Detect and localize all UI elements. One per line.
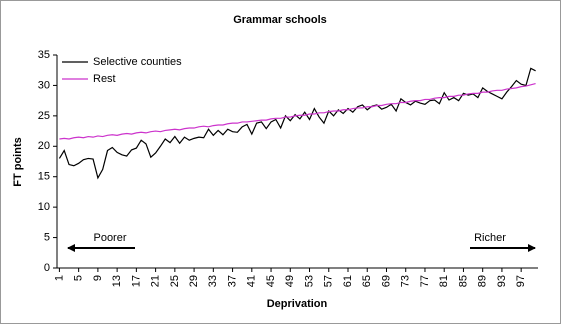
y-axis-label: FT points — [12, 137, 24, 187]
y-tick-label: 20 — [38, 140, 50, 152]
y-tick-label: 10 — [38, 201, 50, 213]
x-tick-label: 53 — [303, 275, 315, 287]
x-tick-label: 5 — [73, 275, 85, 281]
legend-label: Rest — [93, 73, 116, 85]
y-tick-label: 15 — [38, 171, 50, 183]
x-tick-label: 65 — [361, 275, 373, 287]
annotation: Poorer — [93, 232, 126, 244]
x-tick-label: 29 — [188, 275, 200, 287]
x-tick-label: 49 — [284, 275, 296, 287]
series-line — [59, 83, 536, 140]
x-tick-label: 61 — [342, 275, 354, 287]
x-tick-label: 89 — [477, 275, 489, 287]
x-tick-label: 45 — [265, 275, 277, 287]
x-tick-label: 77 — [419, 275, 431, 287]
annotation: Richer — [474, 232, 506, 244]
x-tick-label: 97 — [515, 275, 527, 287]
y-tick-label: 0 — [44, 262, 50, 274]
x-tick-label: 33 — [207, 275, 219, 287]
chart-title: Grammar schools — [233, 14, 327, 26]
x-tick-label: 1 — [53, 275, 65, 281]
x-tick-label: 57 — [323, 275, 335, 287]
x-axis-label: Deprivation — [267, 298, 328, 310]
x-tick-label: 21 — [150, 275, 162, 287]
series-line — [58, 67, 536, 180]
x-tick-label: 85 — [457, 275, 469, 287]
x-tick-label: 81 — [438, 275, 450, 287]
x-tick-label: 37 — [226, 275, 238, 287]
x-tick-label: 13 — [111, 275, 123, 287]
x-tick-label: 17 — [130, 275, 142, 287]
y-tick-label: 5 — [44, 231, 50, 243]
x-tick-label: 69 — [380, 275, 392, 287]
x-tick-label: 73 — [400, 275, 412, 287]
legend-label: Selective counties — [93, 56, 182, 68]
y-tick-label: 35 — [38, 49, 50, 61]
y-tick-label: 30 — [38, 79, 50, 91]
y-tick-label: 25 — [38, 110, 50, 122]
x-tick-label: 9 — [92, 275, 104, 281]
x-tick-label: 25 — [169, 275, 181, 287]
x-tick-label: 93 — [496, 275, 508, 287]
x-tick-label: 41 — [246, 275, 258, 287]
